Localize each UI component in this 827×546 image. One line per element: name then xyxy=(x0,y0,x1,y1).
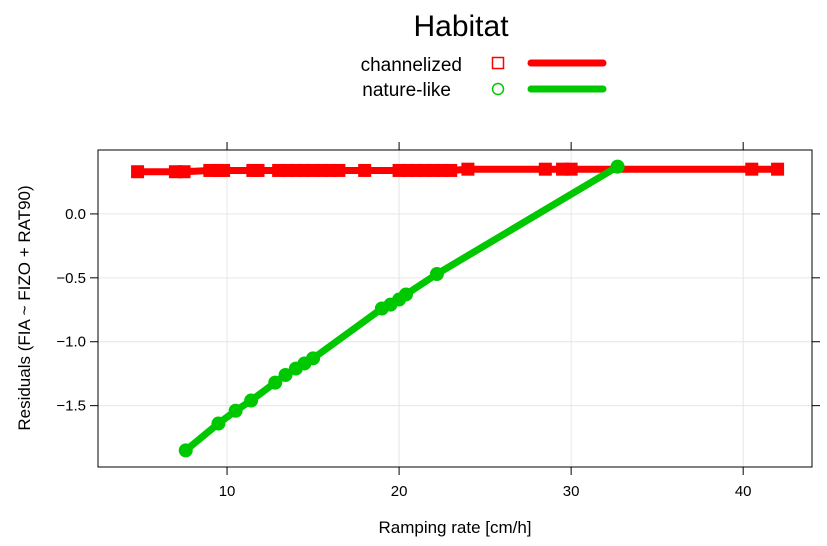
y-tick-label: −1.5 xyxy=(56,398,86,415)
data-point-nature-like xyxy=(228,403,243,418)
legend-label-nature-like: nature-like xyxy=(362,80,451,101)
data-point-nature-like xyxy=(178,443,193,458)
legend: Habitat channelized nature-like xyxy=(361,10,607,101)
data-point-channelized xyxy=(358,163,372,177)
data-point-channelized xyxy=(251,163,265,177)
grid-lines xyxy=(98,150,812,467)
x-axis-label: Ramping rate [cm/h] xyxy=(378,518,531,537)
series-line-nature-like xyxy=(182,163,622,454)
x-tick-label: 10 xyxy=(219,483,236,500)
data-point-channelized xyxy=(217,163,231,177)
x-tick-label: 30 xyxy=(563,483,580,500)
legend-marker-circle xyxy=(491,82,505,96)
data-point-channelized xyxy=(444,163,458,177)
data-point-nature-like xyxy=(306,351,321,366)
data-point-channelized xyxy=(564,162,578,176)
x-tick-label: 20 xyxy=(391,483,408,500)
legend-marker-square xyxy=(491,56,505,70)
y-tick-label: 0.0 xyxy=(65,206,86,223)
plot-frame xyxy=(97,149,813,468)
data-point-channelized xyxy=(177,165,191,179)
data-point-channelized xyxy=(771,162,785,176)
y-axis-label: Residuals (FIA ~ FIZO + RAT90) xyxy=(15,185,34,430)
y-tick-label: −1.0 xyxy=(56,334,86,351)
data-point-channelized xyxy=(332,163,346,177)
legend-title: Habitat xyxy=(413,10,509,43)
x-axis: 10 20 30 40 xyxy=(219,142,752,500)
data-point-channelized xyxy=(538,162,552,176)
data-point-nature-like xyxy=(398,287,413,302)
data-point-nature-like xyxy=(610,159,625,174)
data-point-nature-like xyxy=(278,367,293,382)
plot-area: 10 20 30 40 −1.5 −1.0 −0.5 0.0 xyxy=(56,142,820,500)
y-axis: −1.5 −1.0 −0.5 0.0 xyxy=(56,206,820,415)
data-point-nature-like xyxy=(211,416,226,431)
x-tick-label: 40 xyxy=(735,483,752,500)
data-point-nature-like xyxy=(244,393,259,408)
y-tick-label: −0.5 xyxy=(56,270,86,287)
data-point-channelized xyxy=(745,162,759,176)
data-point-channelized xyxy=(131,165,145,179)
data-point-nature-like xyxy=(429,266,444,281)
legend-item-channelized: channelized xyxy=(361,55,607,76)
series-line-channelized xyxy=(134,165,782,176)
data-point-nature-like xyxy=(268,375,283,390)
legend-label-channelized: channelized xyxy=(361,55,462,76)
series-points xyxy=(131,159,785,458)
data-point-channelized xyxy=(461,162,475,176)
legend-item-nature-like: nature-like xyxy=(362,80,607,101)
